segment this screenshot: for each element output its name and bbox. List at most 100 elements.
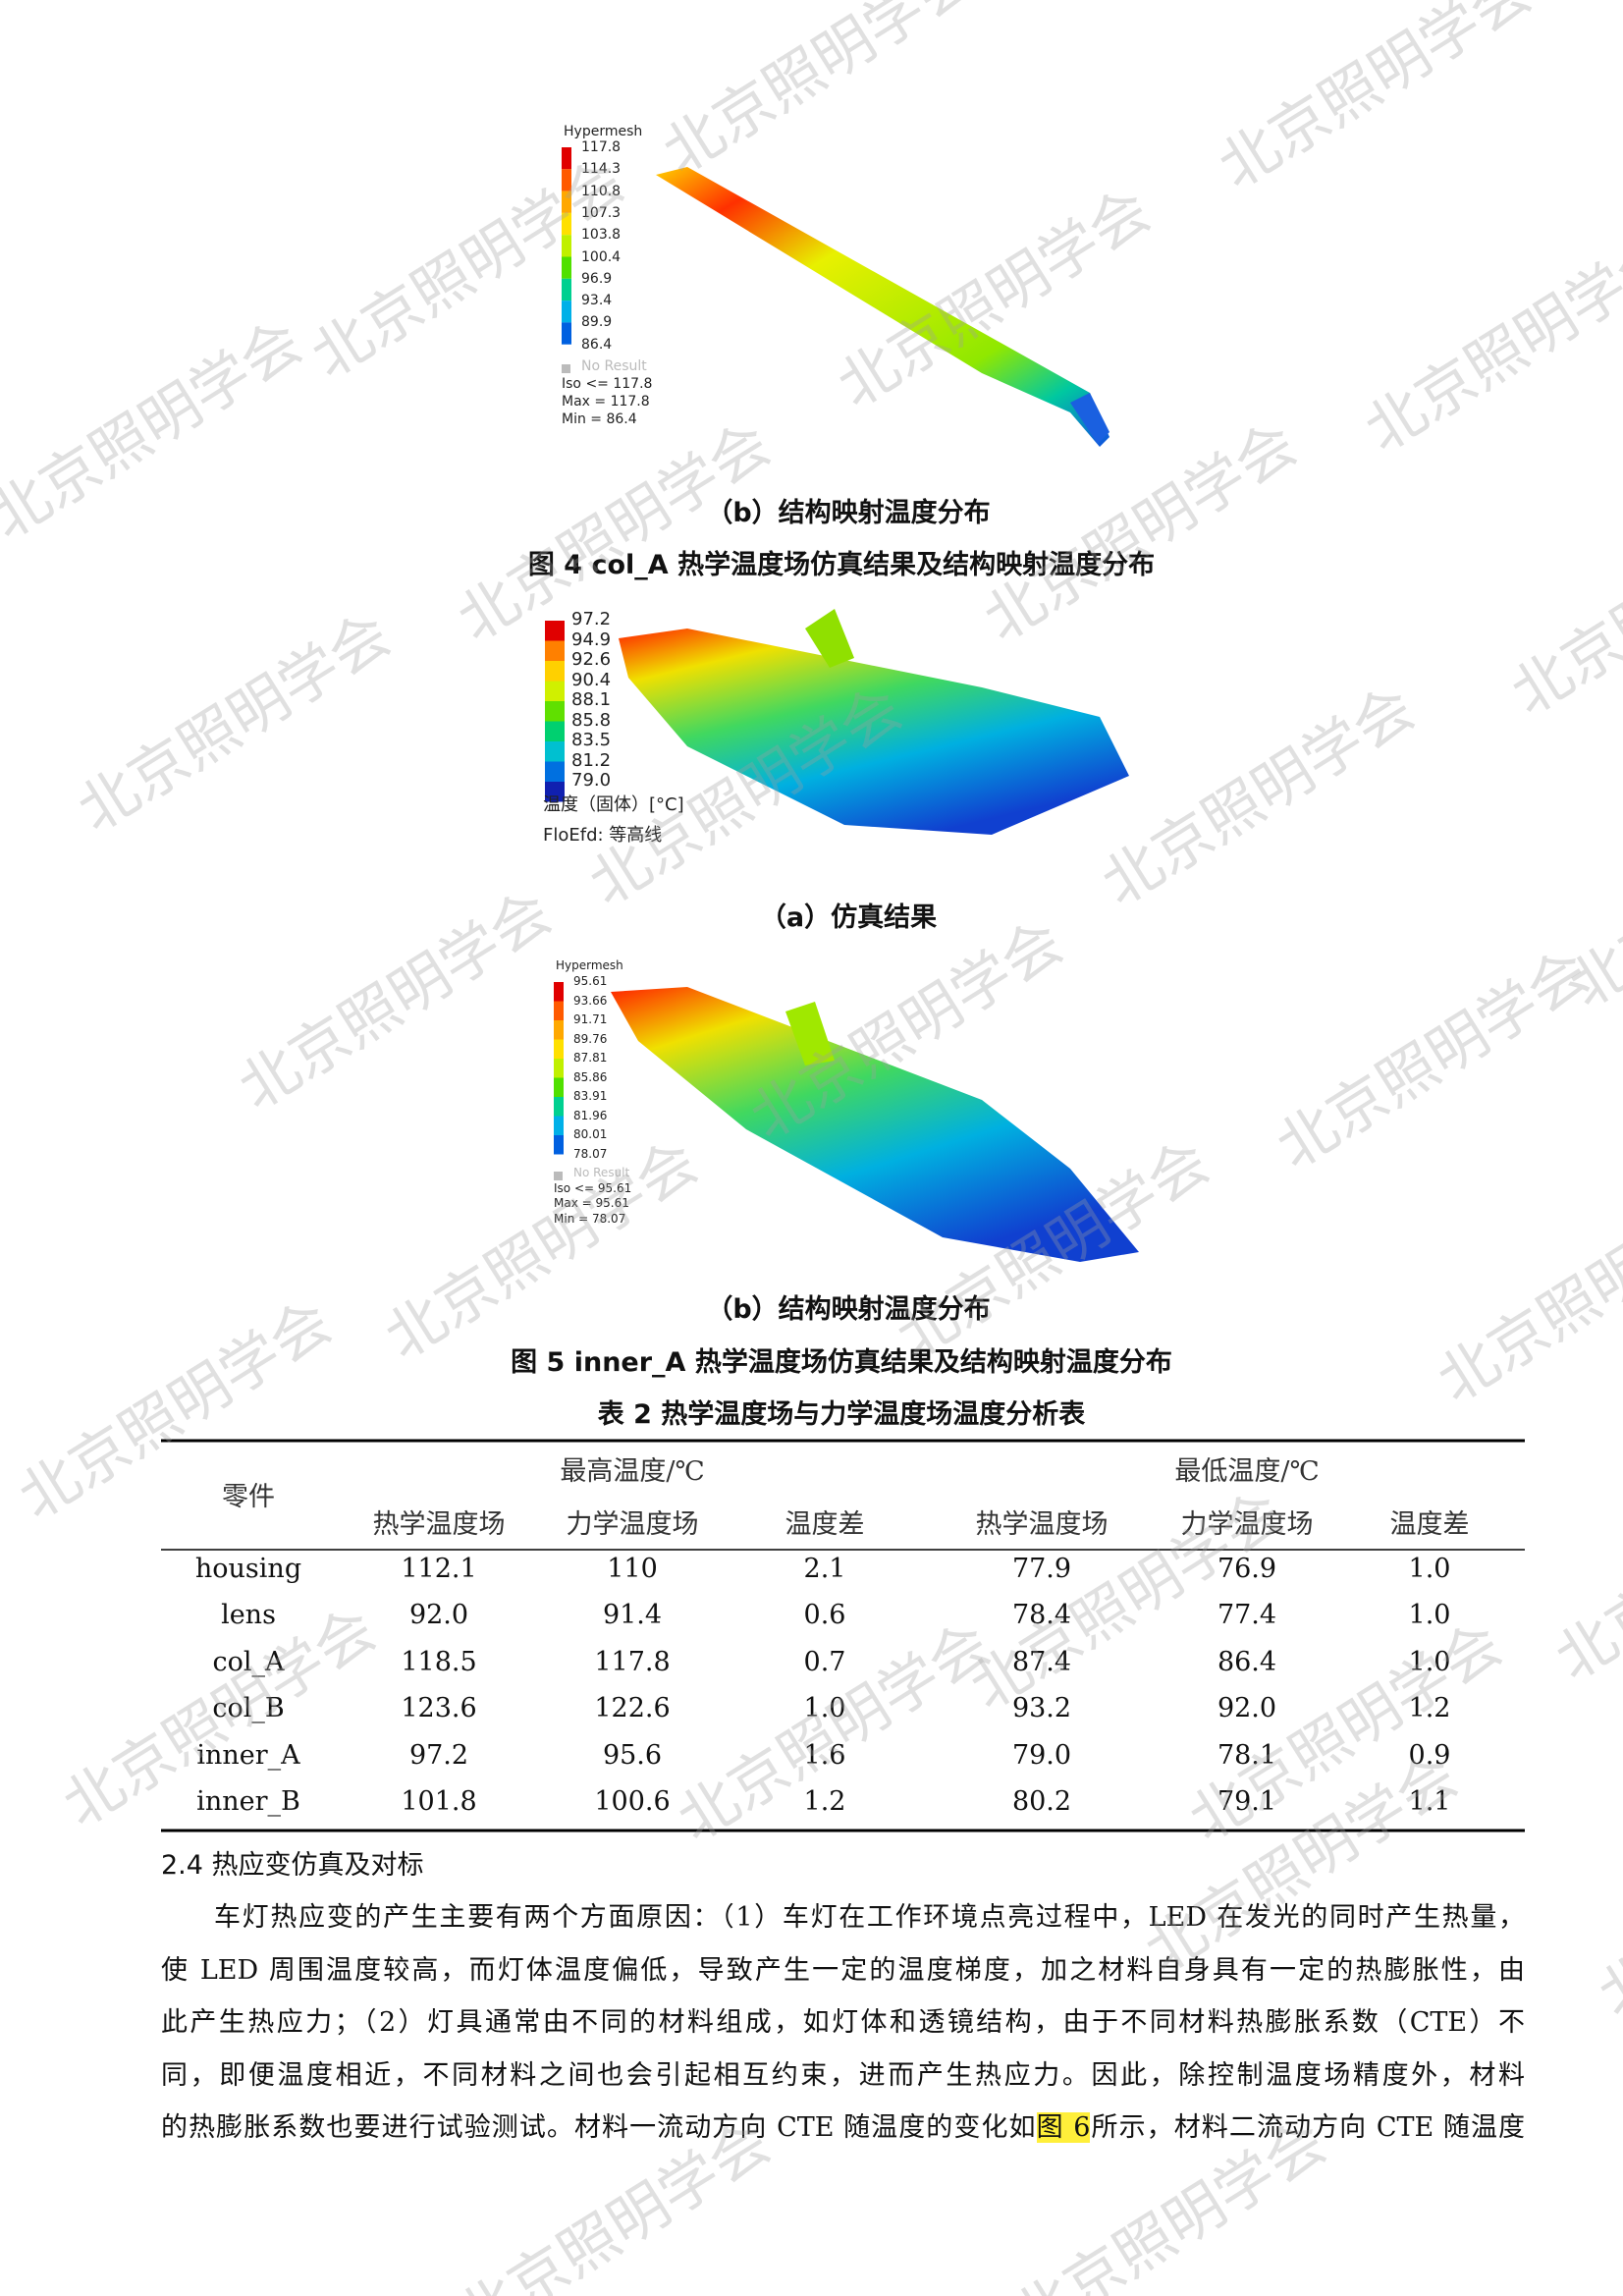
legend-value: 88.1: [571, 689, 612, 710]
legend-value: 95.61: [573, 974, 608, 988]
table-cell: 1.1: [1408, 1786, 1451, 1817]
legend-swatch: [554, 1116, 564, 1135]
legend-swatch: [545, 621, 565, 641]
table-header: 力学温度场: [566, 1509, 699, 1540]
table-cell: 1.6: [803, 1739, 846, 1771]
legend-swatch: [554, 982, 564, 1002]
legend-swatch: [554, 1172, 563, 1180]
table-cell: col_B: [212, 1693, 285, 1724]
sub-caption: （b）结构映射温度分布: [706, 1294, 991, 1325]
legend-value: 81.2: [571, 749, 612, 771]
legend-swatch: [554, 1001, 564, 1020]
source-label: FloEfd: 等高线: [543, 825, 663, 846]
table-cell: 79.1: [1217, 1786, 1277, 1817]
legend-value: 85.86: [573, 1069, 608, 1084]
table-cell: 78.1: [1217, 1739, 1277, 1771]
sub-caption: （a）仿真结果: [759, 902, 938, 933]
legend-swatch: [562, 301, 571, 323]
table-cell: 87.4: [1011, 1646, 1072, 1677]
paragraph-line: 的热膨胀系数也要进行试验测试。材料一流动方向 CTE 随温度的变化如图 6所示，…: [161, 2105, 1525, 2144]
legend-swatch: [562, 256, 571, 279]
table-cell: 80.2: [1011, 1786, 1072, 1817]
table-title: 表 2 热学温度场与力学温度场温度分析表: [597, 1399, 1086, 1430]
table-cell: 92.0: [1217, 1693, 1277, 1724]
iso-label: Iso <= 95.61: [554, 1180, 632, 1195]
legend-value: 79.0: [571, 770, 612, 791]
legend-swatch: [554, 1135, 564, 1155]
inner-a-mapped-model: [611, 987, 1139, 1262]
table-cell: 123.6: [401, 1693, 477, 1724]
paragraph-text: 的热膨胀系数也要进行试验测试。材料一流动方向 CTE 随温度的变化如: [161, 2112, 1037, 2144]
legend-value: 86.4: [581, 336, 613, 353]
iso-label: Iso <= 117.8: [562, 375, 653, 392]
table-cell: 1.0: [1408, 1600, 1451, 1631]
table-cell: 1.0: [803, 1693, 846, 1724]
legend-value: 78.07: [573, 1146, 608, 1161]
legend-swatch: [545, 721, 565, 741]
legend-value: 94.9: [571, 629, 612, 650]
legend-swatch: [562, 191, 571, 213]
legend-value: 91.71: [573, 1012, 608, 1026]
no-result: No Result: [581, 358, 647, 374]
legend-value: 110.8: [581, 183, 622, 199]
table-header: 热学温度场: [975, 1509, 1109, 1540]
no-result: No Result: [573, 1166, 630, 1179]
legend-swatch: [545, 701, 565, 722]
legend-swatch: [554, 1039, 564, 1059]
table-cell: 118.5: [401, 1646, 477, 1677]
paragraph-line: 使 LED 周围温度较高，而灯体温度偏低，导致产生一定的温度梯度，加之材料自身具…: [161, 1954, 1525, 1986]
legend-value: 90.4: [571, 669, 612, 690]
legend-title: Hypermesh: [556, 958, 623, 972]
table-cell: 1.2: [803, 1786, 846, 1817]
legend-title: Hypermesh: [564, 124, 643, 139]
legend-swatch: [554, 1059, 564, 1078]
table-cell: 101.8: [401, 1786, 477, 1817]
max-label: Max = 117.8: [562, 393, 650, 410]
table-cell: 76.9: [1217, 1554, 1277, 1584]
table-cell: inner_B: [196, 1786, 300, 1817]
legend-value: 107.3: [581, 204, 622, 221]
figure-caption: 图 5 inner_A 热学温度场仿真结果及结构映射温度分布: [511, 1347, 1172, 1378]
min-label: Min = 86.4: [562, 410, 637, 427]
col-a-model: [656, 167, 1109, 447]
legend-swatch: [545, 782, 565, 802]
table-header: 零件: [222, 1482, 275, 1512]
legend-swatch: [562, 235, 571, 257]
legend-value: 93.66: [573, 993, 608, 1008]
legend-value: 80.01: [573, 1127, 608, 1141]
paragraph-line: 此产生热应力；（2）灯具通常由不同的材料组成，如灯体和透镜结构，由于不同材料热膨…: [161, 2007, 1525, 2039]
legend-swatch: [562, 147, 571, 170]
table-header: 热学温度场: [372, 1509, 506, 1540]
table-cell: 95.6: [602, 1739, 663, 1771]
figure-link[interactable]: 图 6: [1036, 2112, 1091, 2144]
legend-value: 89.76: [573, 1031, 608, 1046]
table-cell: 112.1: [401, 1554, 477, 1584]
legend-value: 92.6: [571, 649, 612, 670]
legend-value: 97.2: [571, 609, 612, 629]
legend-swatch: [562, 364, 570, 373]
min-label: Min = 78.07: [554, 1211, 626, 1226]
legend-value: 89.9: [581, 314, 613, 331]
legend-value: 103.8: [581, 227, 622, 244]
table-cell: 86.4: [1217, 1646, 1277, 1677]
legend-swatch: [545, 640, 565, 661]
legend-value: 96.9: [581, 270, 613, 287]
table-cell: 117.8: [594, 1646, 671, 1677]
table-cell: 77.4: [1217, 1600, 1277, 1631]
section-heading: 2.4 热应变仿真及对标: [161, 1850, 424, 1881]
legend-value: 81.96: [573, 1108, 608, 1122]
legend-value: 85.8: [571, 709, 612, 731]
legend-swatch: [562, 278, 571, 301]
table-cell: 0.7: [803, 1646, 846, 1677]
legend-value: 93.4: [581, 293, 613, 309]
legend-swatch: [545, 661, 565, 682]
table-cell: 0.6: [803, 1600, 846, 1631]
max-label: Max = 95.61: [554, 1196, 629, 1211]
figure-caption: 图 4 col_A 热学温度场仿真结果及结构映射温度分布: [527, 550, 1156, 580]
legend-swatch: [562, 212, 571, 236]
table-cell: inner_A: [196, 1739, 300, 1771]
table-cell: lens: [221, 1600, 276, 1631]
paragraph-text: 所示，材料二流动方向 CTE 随温度: [1090, 2112, 1526, 2144]
